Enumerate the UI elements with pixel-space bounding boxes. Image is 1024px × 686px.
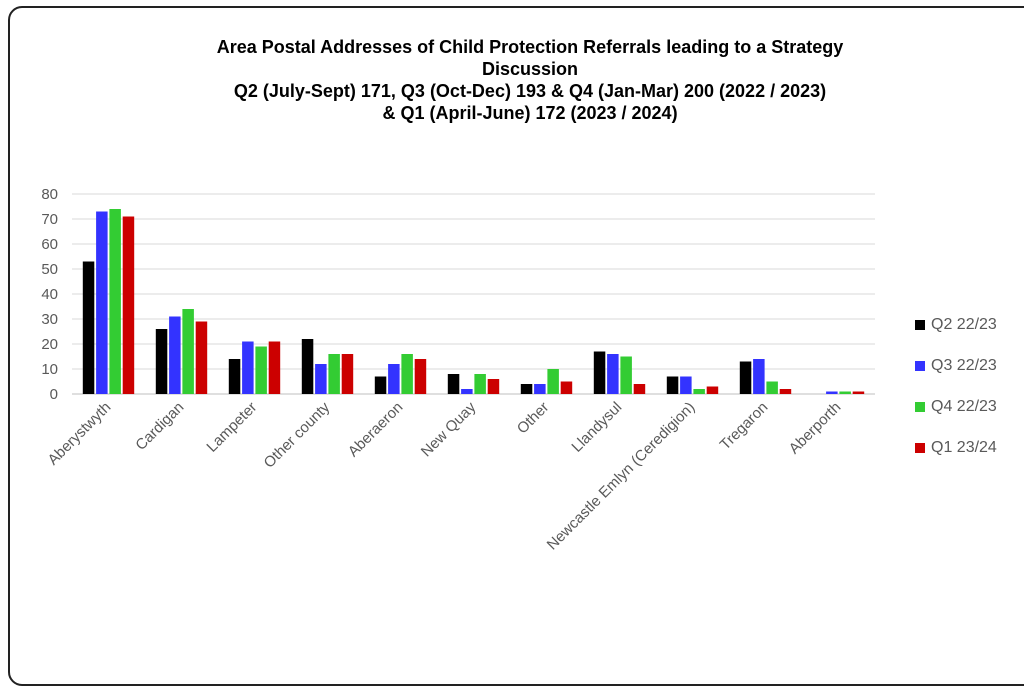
legend-label: Q1 23/24	[931, 439, 997, 456]
bar	[182, 309, 194, 394]
bar	[401, 354, 413, 394]
legend: Q2 22/23 Q3 22/23 Q4 22/23 Q1 23/24	[915, 315, 997, 479]
x-tick-label: Lampeter	[203, 399, 260, 456]
bar	[328, 354, 340, 394]
bar	[447, 374, 460, 394]
bar	[839, 391, 851, 394]
title-line-3: Q2 (July-Sept) 171, Q3 (Oct-Dec) 193 & Q…	[233, 81, 827, 101]
legend-swatch	[915, 320, 925, 330]
bar	[666, 376, 679, 394]
bar	[753, 359, 765, 394]
bar	[520, 384, 533, 394]
legend-item: Q3 22/23	[915, 356, 997, 376]
y-tick-label: 70	[41, 211, 58, 228]
y-tick-label: 80	[41, 186, 58, 203]
x-tick-label: Other	[514, 399, 553, 438]
bar	[414, 359, 427, 394]
x-tick-label: Aberaeron	[345, 399, 407, 461]
x-tick-label: New Quay	[418, 398, 480, 460]
bar	[169, 316, 181, 394]
bar	[122, 216, 135, 394]
bar	[301, 339, 314, 394]
y-tick-label: 60	[41, 236, 58, 253]
legend-item: Q2 22/23	[915, 315, 997, 335]
y-axis: 0 10 20 30 40 50 60 70 80	[41, 186, 58, 403]
bar	[315, 364, 327, 394]
bar	[680, 376, 692, 394]
bar	[374, 376, 387, 394]
legend-swatch	[915, 361, 925, 371]
bar	[560, 381, 573, 394]
bar	[593, 351, 606, 394]
title-line-4: & Q1 (April-June) 172 (2023 / 2024)	[382, 103, 678, 123]
legend-label: Q2 22/23	[931, 316, 997, 333]
x-tick-label: Llandysul	[568, 399, 625, 456]
y-tick-label: 40	[41, 286, 58, 303]
bar	[109, 209, 121, 394]
x-tick-label: Cardigan	[132, 399, 187, 454]
bar	[82, 261, 95, 394]
bars	[82, 209, 865, 394]
bar	[534, 384, 546, 394]
title-line-2: Discussion	[481, 59, 579, 79]
legend-swatch	[915, 443, 925, 453]
title-line-1: Area Postal Addresses of Child Protectio…	[216, 37, 844, 57]
bar	[739, 361, 752, 394]
bar	[826, 391, 838, 394]
legend-item: Q1 23/24	[915, 438, 997, 458]
bar	[693, 389, 705, 394]
legend-swatch	[915, 402, 925, 412]
bar	[388, 364, 400, 394]
bar	[195, 321, 208, 394]
bar-chart: 0 10 20 30 40 50 60 70 80 Aberystwyth Cardigan Lam…	[41, 186, 875, 553]
bar	[633, 384, 646, 394]
bar	[461, 389, 473, 394]
legend-label: Q4 22/23	[931, 398, 997, 415]
x-tick-label: Other county	[261, 398, 334, 471]
y-tick-label: 30	[41, 311, 58, 328]
bar	[242, 341, 254, 394]
legend-item: Q4 22/23	[915, 397, 997, 417]
y-tick-label: 0	[50, 386, 58, 403]
bar	[474, 374, 486, 394]
bar	[852, 391, 865, 394]
bar	[547, 369, 559, 394]
bar	[341, 354, 354, 394]
legend-label: Q3 22/23	[931, 357, 997, 374]
bar	[766, 381, 778, 394]
y-tick-label: 50	[41, 261, 58, 278]
bar	[706, 386, 719, 394]
bar	[228, 359, 241, 394]
x-tick-label: Newcastle Emlyn (Ceredigion)	[544, 399, 699, 554]
x-tick-label: Tregaron	[717, 399, 772, 454]
bar	[96, 211, 108, 394]
bar	[487, 379, 500, 394]
bar	[779, 389, 792, 394]
bar	[255, 346, 267, 394]
y-tick-label: 10	[41, 361, 58, 378]
bar	[607, 354, 619, 394]
bar	[268, 341, 281, 394]
x-axis-labels: Aberystwyth Cardigan Lampeter Other county A…	[45, 398, 845, 553]
chart-title: Area Postal Addresses of Child Protectio…	[120, 36, 940, 124]
bar	[620, 356, 632, 394]
y-tick-label: 20	[41, 336, 58, 353]
x-tick-label: Aberystwyth	[45, 399, 115, 469]
bar	[155, 329, 168, 394]
x-tick-label: Aberporth	[786, 399, 845, 458]
